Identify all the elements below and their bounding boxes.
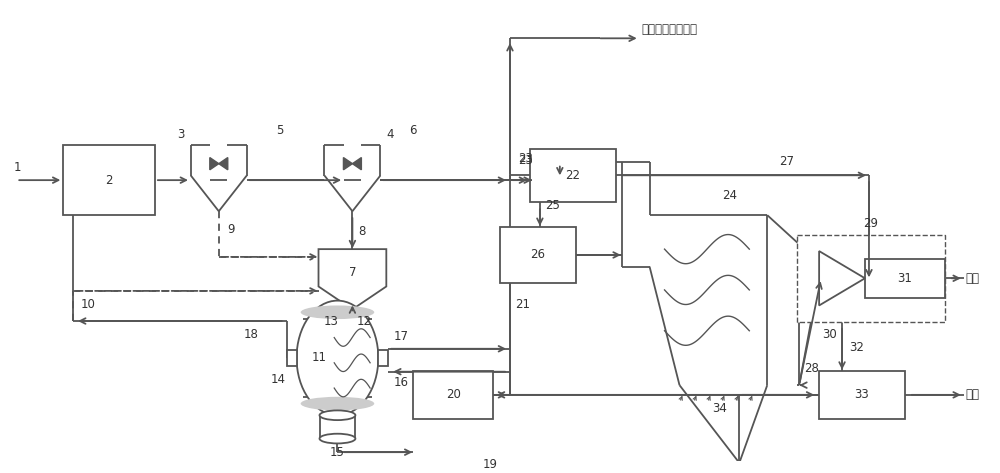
Text: 31: 31 xyxy=(897,272,912,285)
Text: 10: 10 xyxy=(81,298,96,311)
Text: 26: 26 xyxy=(530,248,545,262)
Bar xyxy=(500,227,576,283)
Text: 8: 8 xyxy=(358,225,366,238)
Text: 19: 19 xyxy=(483,458,498,471)
Text: 21: 21 xyxy=(515,298,530,311)
Text: 23: 23 xyxy=(518,154,533,166)
Text: 6: 6 xyxy=(409,124,417,137)
Text: 28: 28 xyxy=(804,362,819,376)
Text: 30: 30 xyxy=(822,328,836,341)
Text: 热网: 热网 xyxy=(966,388,980,402)
Text: 29: 29 xyxy=(863,217,878,230)
Polygon shape xyxy=(819,251,865,306)
Text: 34: 34 xyxy=(712,402,727,415)
Bar xyxy=(797,235,945,322)
Text: 5: 5 xyxy=(277,124,284,137)
Polygon shape xyxy=(343,158,352,170)
Text: 7: 7 xyxy=(349,265,356,279)
Text: 15: 15 xyxy=(330,447,345,459)
Ellipse shape xyxy=(320,411,355,420)
Ellipse shape xyxy=(297,301,378,415)
Text: 20: 20 xyxy=(446,388,461,402)
Ellipse shape xyxy=(301,306,374,319)
Text: 18: 18 xyxy=(243,328,258,341)
Bar xyxy=(865,259,945,298)
Text: 11: 11 xyxy=(312,351,327,364)
Bar xyxy=(378,350,388,366)
Text: 电网: 电网 xyxy=(966,272,980,285)
Text: 33: 33 xyxy=(855,388,869,402)
Polygon shape xyxy=(319,249,386,309)
Polygon shape xyxy=(352,158,361,170)
Text: 2: 2 xyxy=(105,174,113,187)
Text: 32: 32 xyxy=(849,342,864,354)
Text: 9: 9 xyxy=(227,223,234,236)
Bar xyxy=(819,370,905,419)
Text: 23: 23 xyxy=(518,152,533,165)
Text: 24: 24 xyxy=(722,189,737,202)
Ellipse shape xyxy=(301,397,374,411)
Text: 16: 16 xyxy=(393,376,408,389)
Text: 13: 13 xyxy=(324,315,338,328)
Bar xyxy=(63,145,155,215)
Text: 1: 1 xyxy=(13,161,21,175)
Bar xyxy=(413,370,493,419)
Ellipse shape xyxy=(320,434,355,443)
Polygon shape xyxy=(219,158,228,170)
Text: 22: 22 xyxy=(565,169,580,182)
Text: 3: 3 xyxy=(178,128,185,141)
Text: 4: 4 xyxy=(386,128,394,141)
Bar xyxy=(530,149,616,202)
Text: 25: 25 xyxy=(545,199,560,212)
Bar xyxy=(287,350,297,366)
Text: 17: 17 xyxy=(393,330,408,343)
Text: 14: 14 xyxy=(271,374,286,386)
Text: 27: 27 xyxy=(779,156,794,168)
Text: 12: 12 xyxy=(356,315,371,328)
Polygon shape xyxy=(210,158,219,170)
Text: 电厂其他用水系统: 电厂其他用水系统 xyxy=(642,23,698,36)
